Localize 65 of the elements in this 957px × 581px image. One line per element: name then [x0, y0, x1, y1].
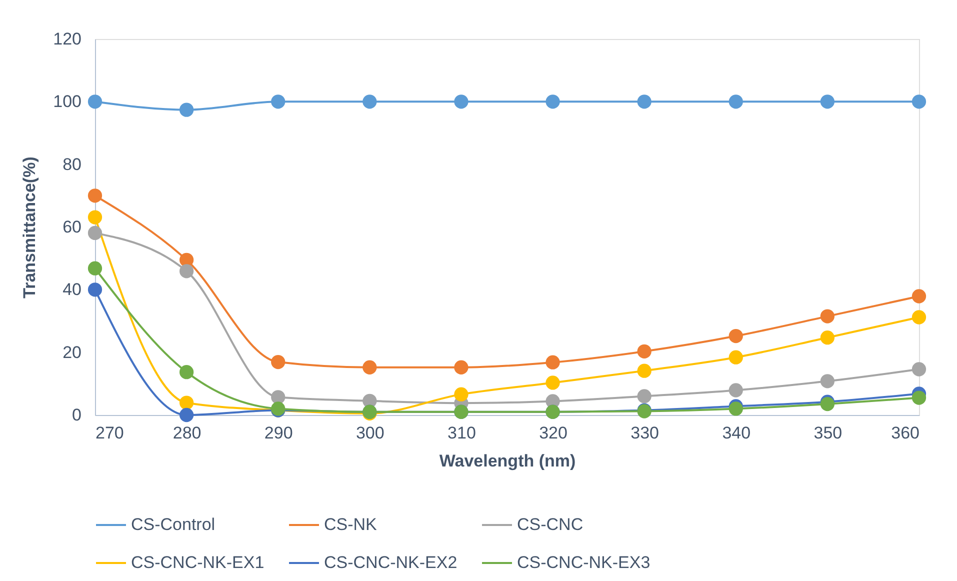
legend-label: CS-CNC — [517, 515, 584, 534]
point — [912, 94, 926, 109]
point — [271, 94, 286, 109]
legend-label: CS-Control — [131, 515, 216, 534]
point — [728, 402, 743, 416]
point — [912, 390, 926, 405]
y-tick-label: 40 — [62, 280, 82, 300]
point — [820, 330, 835, 345]
x-tick-label: 280 — [172, 424, 202, 442]
point — [637, 389, 652, 404]
y-tick-label: 60 — [62, 218, 82, 236]
point — [820, 94, 835, 109]
point — [912, 362, 926, 376]
point — [637, 344, 652, 358]
point — [912, 289, 926, 304]
point — [546, 94, 560, 109]
legend-label: CS-CNC-NK-EX2 — [324, 553, 458, 572]
x-axis-title: Wavelength (nm) — [439, 452, 576, 470]
x-tick-label: 360 — [891, 424, 920, 442]
point — [88, 210, 102, 224]
point — [362, 94, 377, 109]
point — [546, 376, 560, 390]
point — [88, 188, 102, 203]
legend-label: CS-CNC-NK-EX3 — [517, 553, 650, 572]
point — [728, 350, 743, 364]
legend-label: CS-NK — [324, 515, 378, 534]
x-tick-label: 290 — [264, 424, 293, 442]
point — [728, 94, 743, 109]
y-tick-label: 0 — [72, 406, 82, 424]
x-tick-label: 340 — [722, 424, 751, 442]
point — [820, 374, 835, 388]
x-tick-label: 330 — [630, 424, 660, 442]
y-axis-title: Transmittance(%) — [20, 156, 40, 298]
point — [179, 365, 194, 380]
point — [271, 354, 286, 370]
point — [820, 309, 835, 324]
point — [271, 390, 286, 404]
point — [88, 94, 102, 109]
point — [179, 396, 194, 410]
point — [637, 94, 652, 109]
point — [88, 226, 102, 240]
point — [179, 408, 194, 422]
point — [454, 94, 468, 109]
point — [454, 360, 468, 374]
x-tick-label: 270 — [96, 424, 124, 442]
x-tick-label: 310 — [448, 424, 476, 442]
y-tick-label: 20 — [62, 342, 82, 362]
x-tick-label: 300 — [356, 424, 384, 442]
point — [728, 328, 743, 344]
point — [179, 264, 194, 278]
x-tick-label: 320 — [539, 424, 568, 442]
point — [88, 261, 102, 276]
y-tick-label: 100 — [53, 92, 82, 112]
point — [728, 383, 743, 398]
point — [179, 102, 194, 117]
x-tick-label: 350 — [814, 424, 842, 442]
point — [454, 387, 468, 402]
y-tick-label: 80 — [62, 154, 82, 174]
legend-label: CS-CNC-NK-EX1 — [131, 553, 264, 572]
point — [88, 282, 102, 297]
y-tick-label: 120 — [53, 30, 82, 48]
point — [546, 355, 560, 370]
point — [912, 310, 926, 324]
point — [362, 360, 377, 374]
point — [637, 364, 652, 378]
